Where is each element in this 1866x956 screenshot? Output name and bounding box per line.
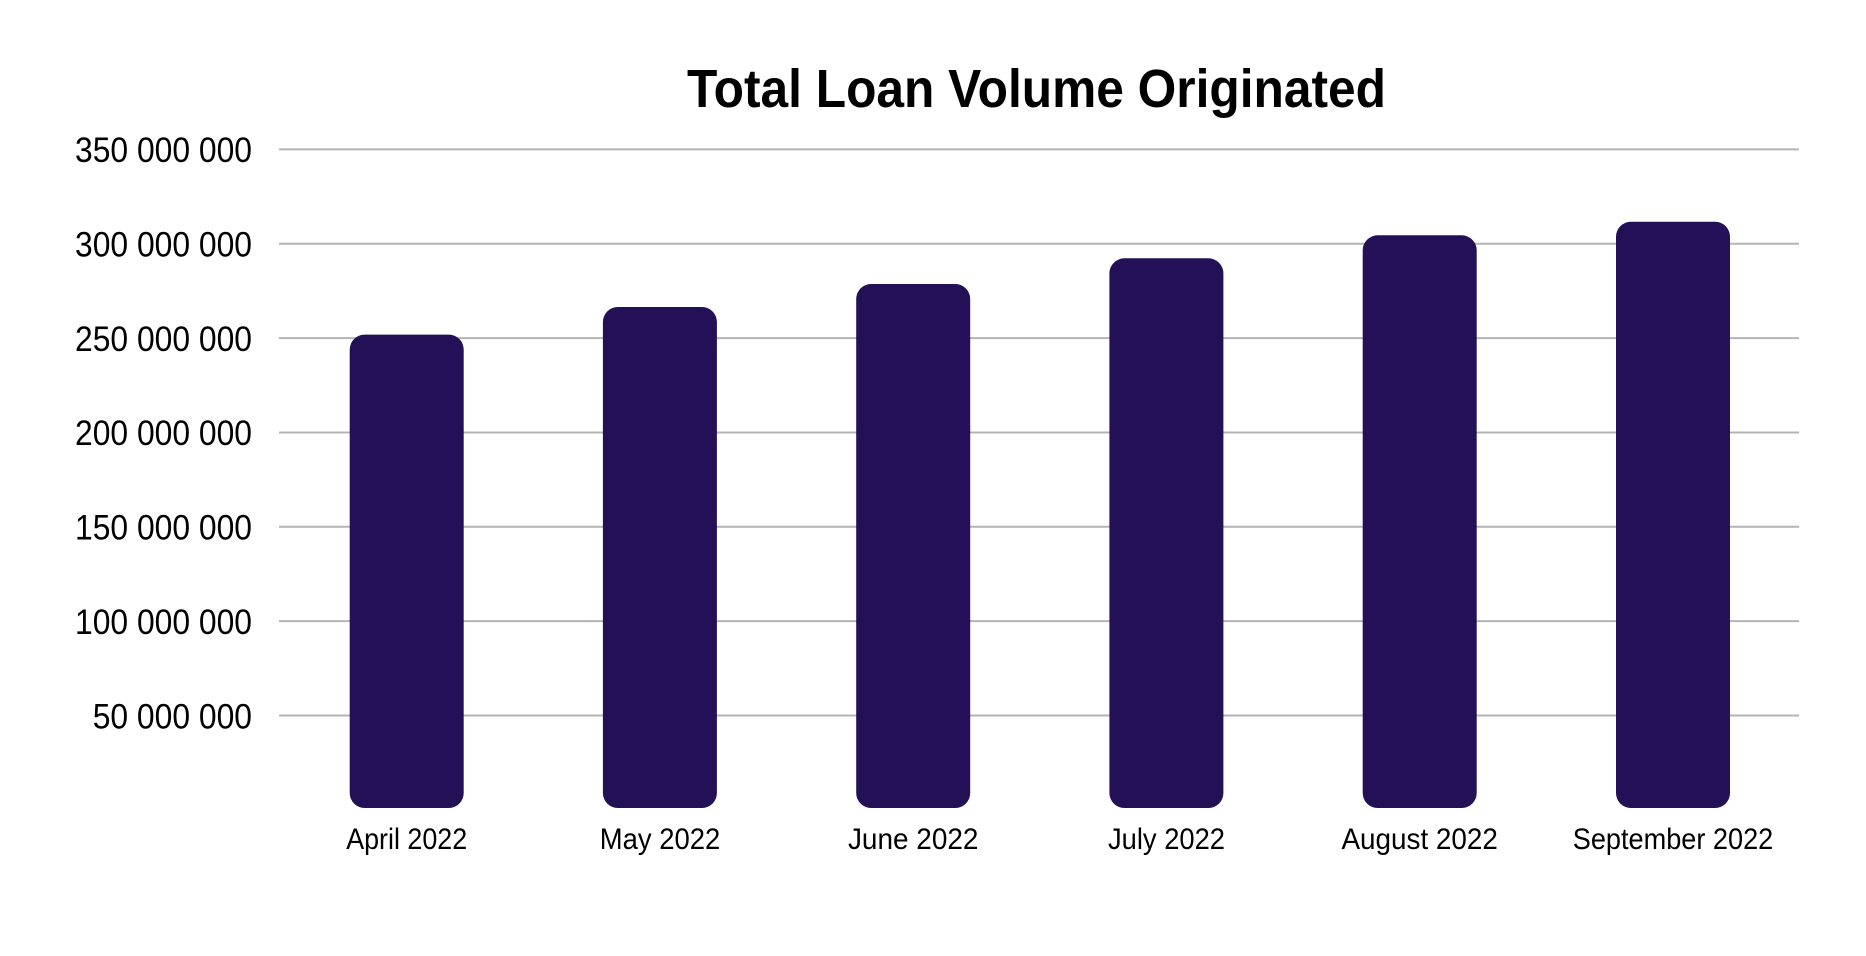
svg-text:July 2022: July 2022 <box>1108 823 1225 856</box>
svg-text:250 000 000: 250 000 000 <box>75 320 252 359</box>
svg-text:June 2022: June 2022 <box>848 823 979 856</box>
svg-text:April 2022: April 2022 <box>346 823 467 856</box>
svg-text:August 2022: August 2022 <box>1341 823 1498 856</box>
svg-text:150 000 000: 150 000 000 <box>75 509 252 548</box>
svg-text:200 000 000: 200 000 000 <box>75 414 252 453</box>
svg-text:May 2022: May 2022 <box>600 823 721 856</box>
svg-text:September 2022: September 2022 <box>1573 823 1774 856</box>
svg-text:Total Loan Volume Originated: Total Loan Volume Originated <box>687 59 1386 119</box>
svg-text:50 000 000: 50 000 000 <box>93 697 252 736</box>
svg-text:300 000 000: 300 000 000 <box>75 226 252 265</box>
svg-text:100 000 000: 100 000 000 <box>75 603 252 642</box>
svg-text:350 000 000: 350 000 000 <box>75 131 252 170</box>
